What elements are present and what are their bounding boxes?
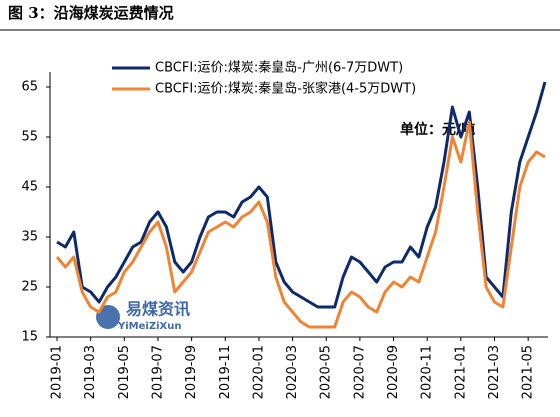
x-tick-label: 2019-11 xyxy=(218,345,233,399)
y-tick-label: 15 xyxy=(21,330,38,345)
y-tick-label: 25 xyxy=(21,280,38,295)
legend-label: CBCFI:运价:煤炭:秦皇岛-广州(6-7万DWT) xyxy=(155,60,403,76)
y-tick-label: 35 xyxy=(21,230,38,245)
series-line xyxy=(55,120,546,329)
series-line xyxy=(56,81,547,309)
x-tick-label: 2020-03 xyxy=(285,345,300,399)
logo-icon xyxy=(96,305,120,329)
x-tick-label: 2020-09 xyxy=(386,345,401,399)
x-tick-label: 2021-01 xyxy=(453,345,468,399)
x-tick-label: 2019-01 xyxy=(50,345,65,399)
x-tick-label: 2019-03 xyxy=(83,345,98,399)
x-tick-label: 2021-05 xyxy=(521,345,536,399)
watermark: 易煤资讯 xyxy=(126,300,190,319)
x-tick-label: 2019-07 xyxy=(150,345,165,399)
x-tick-label: 2019-09 xyxy=(184,345,199,399)
y-tick-label: 55 xyxy=(21,130,38,145)
x-tick-label: 2020-05 xyxy=(319,345,334,399)
x-tick-label: 2020-01 xyxy=(251,345,266,399)
legend-label: CBCFI:运价:煤炭:秦皇岛-张家港(4-5万DWT) xyxy=(155,81,416,97)
x-tick-label: 2019-05 xyxy=(117,345,132,399)
y-tick-label: 65 xyxy=(21,80,38,95)
x-tick-label: 2020-07 xyxy=(352,345,367,399)
page-title: 图 3：沿海煤炭运费情况 xyxy=(8,4,174,22)
watermark-sub: YiMeiZiXun xyxy=(117,321,181,332)
x-tick-label: 2020-11 xyxy=(420,345,435,399)
y-tick-label: 45 xyxy=(21,180,38,195)
x-tick-label: 2021-03 xyxy=(487,345,502,399)
